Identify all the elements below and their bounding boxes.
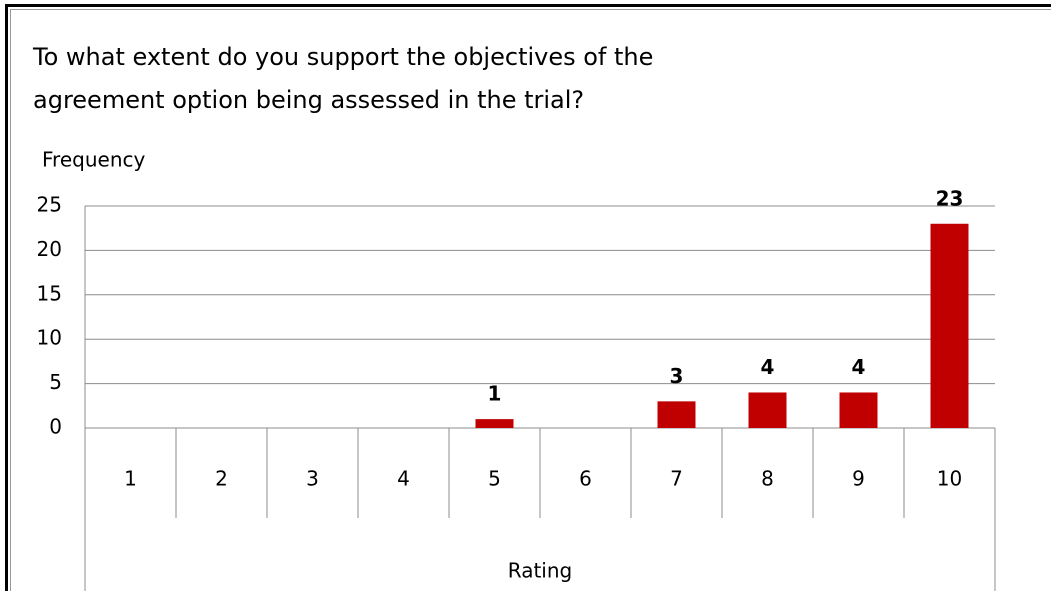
x-tick-label: 5 <box>488 467 501 491</box>
data-label: 1 <box>488 382 502 406</box>
y-axis-label: Frequency <box>42 148 145 172</box>
x-axis-label: Rating <box>508 559 572 583</box>
x-tick-label: 2 <box>215 467 228 491</box>
y-tick-label: 20 <box>37 237 62 261</box>
x-tick-label: 8 <box>761 467 774 491</box>
data-label: 4 <box>852 355 866 379</box>
y-tick-label: 5 <box>49 370 62 394</box>
x-tick-label: 4 <box>397 467 410 491</box>
bar <box>657 401 696 428</box>
x-tick-label: 7 <box>670 467 683 491</box>
data-label: 23 <box>936 186 964 210</box>
bar <box>748 392 787 428</box>
data-label: 3 <box>670 364 684 388</box>
frame-inner <box>10 9 1051 591</box>
bar <box>839 392 878 428</box>
y-tick-label: 10 <box>37 326 62 350</box>
bar <box>930 223 969 428</box>
y-tick-label: 15 <box>37 281 62 305</box>
frame <box>5 4 1051 591</box>
x-tick-label: 10 <box>937 467 962 491</box>
y-tick-label: 25 <box>37 193 62 217</box>
x-tick-label: 3 <box>306 467 319 491</box>
data-label: 4 <box>761 355 775 379</box>
y-tick-label: 0 <box>49 415 62 439</box>
x-tick-label: 6 <box>579 467 592 491</box>
x-tick-label: 1 <box>124 467 137 491</box>
bar <box>475 419 514 428</box>
x-tick-label: 9 <box>852 467 865 491</box>
chart-title: To what extent do you support the object… <box>33 43 654 114</box>
